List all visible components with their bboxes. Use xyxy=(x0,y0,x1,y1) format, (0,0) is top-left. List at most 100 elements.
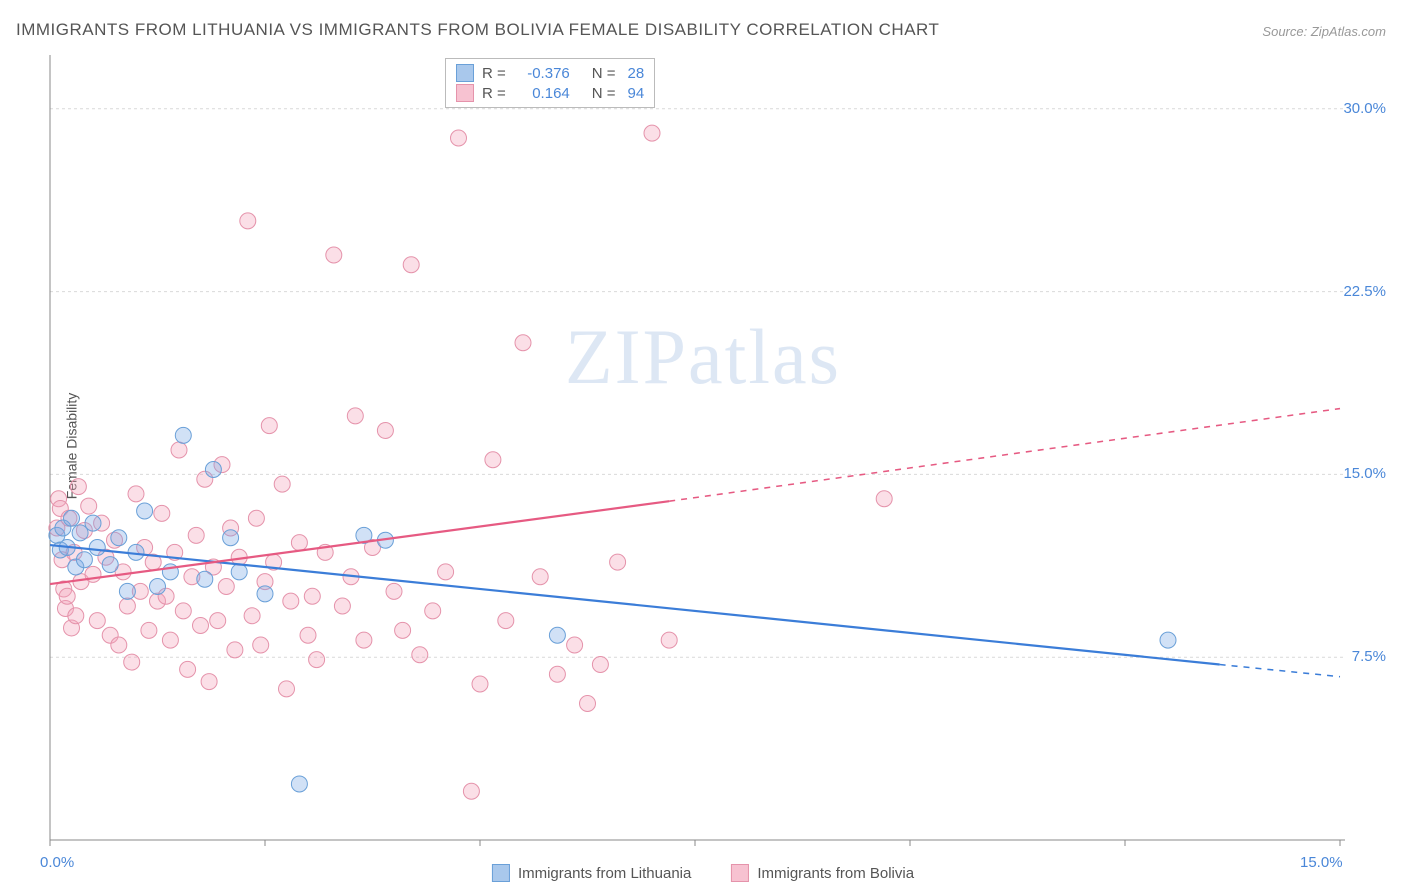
data-point xyxy=(76,552,92,568)
data-point xyxy=(227,642,243,658)
data-point xyxy=(309,652,325,668)
data-point xyxy=(567,637,583,653)
data-point xyxy=(291,535,307,551)
data-point xyxy=(532,569,548,585)
legend-item: Immigrants from Lithuania xyxy=(492,864,691,882)
series-legend: Immigrants from Lithuania Immigrants from… xyxy=(492,864,914,882)
data-point xyxy=(326,247,342,263)
trend-line xyxy=(50,545,1220,664)
legend-swatch xyxy=(456,84,474,102)
correlation-legend: R = -0.376 N = 28 R = 0.164 N = 94 xyxy=(445,58,655,108)
data-point xyxy=(515,335,531,351)
x-tick-label: 15.0% xyxy=(1300,854,1343,871)
scatter-chart xyxy=(0,0,1406,892)
data-point xyxy=(162,632,178,648)
data-point xyxy=(171,442,187,458)
data-point xyxy=(231,564,247,580)
data-point xyxy=(472,676,488,692)
data-point xyxy=(180,661,196,677)
legend-row: R = -0.376 N = 28 xyxy=(456,63,644,83)
data-point xyxy=(549,666,565,682)
data-point xyxy=(111,530,127,546)
legend-swatch xyxy=(731,864,749,882)
data-point xyxy=(175,603,191,619)
y-tick-label: 30.0% xyxy=(1343,100,1386,117)
data-point xyxy=(248,510,264,526)
data-point xyxy=(201,674,217,690)
legend-r-value: 0.164 xyxy=(518,85,570,102)
data-point xyxy=(356,632,372,648)
data-point xyxy=(111,637,127,653)
data-point xyxy=(291,776,307,792)
data-point xyxy=(253,637,269,653)
data-point xyxy=(279,681,295,697)
trend-line-extension xyxy=(669,409,1340,502)
data-point xyxy=(210,613,226,629)
legend-n-label: N = xyxy=(592,65,616,82)
data-point xyxy=(188,527,204,543)
data-point xyxy=(274,476,290,492)
data-point xyxy=(59,588,75,604)
data-point xyxy=(451,130,467,146)
data-point xyxy=(300,627,316,643)
data-point xyxy=(498,613,514,629)
data-point xyxy=(119,598,135,614)
data-point xyxy=(175,427,191,443)
data-point xyxy=(70,479,86,495)
data-point xyxy=(347,408,363,424)
data-point xyxy=(240,213,256,229)
data-point xyxy=(89,540,105,556)
y-tick-label: 15.0% xyxy=(1343,465,1386,482)
data-point xyxy=(154,505,170,521)
data-point xyxy=(549,627,565,643)
y-tick-label: 22.5% xyxy=(1343,283,1386,300)
data-point xyxy=(876,491,892,507)
data-point xyxy=(244,608,260,624)
data-point xyxy=(124,654,140,670)
data-point xyxy=(395,622,411,638)
data-point xyxy=(644,125,660,141)
data-point xyxy=(438,564,454,580)
legend-n-value: 28 xyxy=(628,65,645,82)
x-tick-label: 0.0% xyxy=(40,854,74,871)
data-point xyxy=(377,423,393,439)
data-point xyxy=(193,618,209,634)
data-point xyxy=(197,571,213,587)
legend-label: Immigrants from Bolivia xyxy=(757,865,914,882)
data-point xyxy=(610,554,626,570)
legend-r-label: R = xyxy=(482,65,506,82)
data-point xyxy=(257,586,273,602)
data-point xyxy=(334,598,350,614)
data-point xyxy=(137,503,153,519)
data-point xyxy=(102,557,118,573)
data-point xyxy=(386,583,402,599)
data-point xyxy=(223,530,239,546)
legend-n-value: 94 xyxy=(628,85,645,102)
data-point xyxy=(1160,632,1176,648)
data-point xyxy=(485,452,501,468)
data-point xyxy=(425,603,441,619)
y-tick-label: 7.5% xyxy=(1352,648,1386,665)
data-point xyxy=(205,462,221,478)
data-point xyxy=(304,588,320,604)
data-point xyxy=(141,622,157,638)
data-point xyxy=(89,613,105,629)
data-point xyxy=(580,696,596,712)
data-point xyxy=(81,498,97,514)
data-point xyxy=(412,647,428,663)
legend-r-value: -0.376 xyxy=(518,65,570,82)
data-point xyxy=(218,579,234,595)
data-point xyxy=(68,608,84,624)
legend-n-label: N = xyxy=(592,85,616,102)
trend-line-extension xyxy=(1220,665,1340,677)
data-point xyxy=(592,657,608,673)
data-point xyxy=(119,583,135,599)
data-point xyxy=(128,486,144,502)
data-point xyxy=(463,783,479,799)
legend-swatch xyxy=(456,64,474,82)
legend-item: Immigrants from Bolivia xyxy=(731,864,914,882)
data-point xyxy=(150,579,166,595)
legend-swatch xyxy=(492,864,510,882)
legend-label: Immigrants from Lithuania xyxy=(518,865,691,882)
legend-r-label: R = xyxy=(482,85,506,102)
